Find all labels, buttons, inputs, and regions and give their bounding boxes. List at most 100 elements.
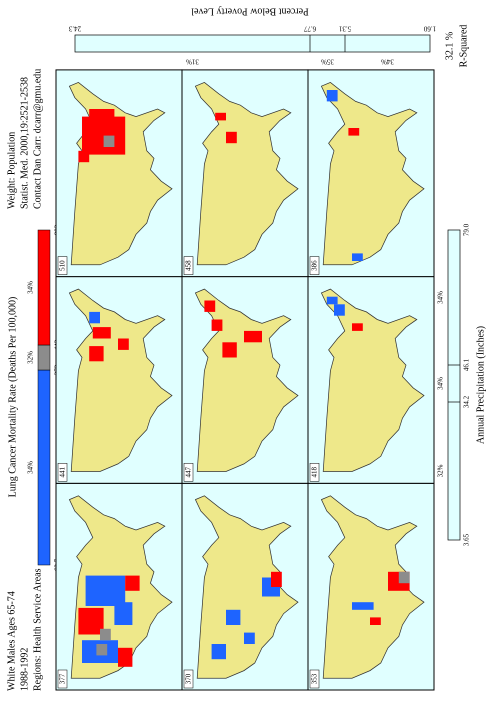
region-highlight xyxy=(96,643,108,656)
panel-number-box xyxy=(57,256,68,275)
region-highlight xyxy=(351,323,363,331)
region-highlight xyxy=(114,602,133,625)
us-outline xyxy=(320,495,425,679)
panel-number: 418 xyxy=(311,467,319,478)
map-panel: 458 xyxy=(181,69,309,278)
precip-break: 34.2 xyxy=(463,395,471,408)
r-squared-value: 32.1 % xyxy=(444,32,455,60)
region-highlight xyxy=(243,632,255,644)
precip-break: 46.1 xyxy=(463,358,471,371)
precip-percent: 34% xyxy=(437,377,445,390)
panel-number: 386 xyxy=(311,260,319,271)
us-map xyxy=(194,81,299,266)
region-highlight xyxy=(225,131,237,144)
panel-number: 377 xyxy=(59,673,67,684)
panel-number-box xyxy=(309,256,320,275)
map-panel: 353 xyxy=(307,482,435,691)
region-highlight xyxy=(270,571,282,587)
legend-percent: 32% xyxy=(27,351,35,364)
region-highlight xyxy=(222,342,237,358)
map-panel: 441 xyxy=(55,276,183,484)
region-highlight xyxy=(369,617,381,625)
region-highlight xyxy=(204,300,216,312)
panel-number: 441 xyxy=(59,467,67,478)
region-highlight xyxy=(211,319,223,331)
legend-percent: 34% xyxy=(27,281,35,294)
region-highlight xyxy=(78,607,104,635)
panel-number-box xyxy=(309,669,320,689)
header-right-line: Statist. Med. 2000,19:2521-2538 xyxy=(19,77,30,209)
precip-percent: 32% xyxy=(437,464,445,477)
precip-percent: 34% xyxy=(437,291,445,304)
region-highlight xyxy=(92,327,111,339)
us-map xyxy=(68,288,173,472)
poverty-bar xyxy=(74,34,431,53)
map-panel: 386 xyxy=(307,69,435,278)
region-highlight xyxy=(398,571,410,584)
legend-title: Lung Cancer Mortality Rate (Deaths Per 1… xyxy=(7,297,18,498)
precip-break: 79.0 xyxy=(463,223,471,236)
panel-number-box xyxy=(309,463,320,482)
panel-number-box xyxy=(57,463,68,482)
us-outline xyxy=(194,81,299,266)
panel-number-box xyxy=(183,463,194,482)
region-highlight xyxy=(215,112,226,121)
header-left-line: Regions: Health Service Areas xyxy=(32,568,43,691)
panel-number: 447 xyxy=(185,467,193,478)
panel-number-box xyxy=(57,669,68,689)
precip-title: Annual Precipitation (Inches) xyxy=(475,326,486,444)
region-highlight xyxy=(85,575,126,606)
region-highlight xyxy=(89,311,100,324)
us-map xyxy=(320,81,425,266)
us-map xyxy=(68,495,173,679)
us-map xyxy=(320,288,425,472)
us-outline xyxy=(194,495,299,679)
poverty-percent: 31% xyxy=(186,57,199,65)
region-highlight xyxy=(117,338,129,350)
r-squared-label: R-Squared xyxy=(458,25,469,68)
poverty-break: 6.77 xyxy=(303,24,316,32)
region-highlight xyxy=(326,296,338,305)
map-panel: 418 xyxy=(307,276,435,484)
us-map xyxy=(194,495,299,679)
map-panel: 447 xyxy=(181,276,309,484)
legend-segment xyxy=(37,229,51,346)
region-highlight xyxy=(103,135,115,147)
region-highlight xyxy=(351,602,374,610)
us-outline xyxy=(320,81,425,266)
panel-number-box xyxy=(183,256,194,275)
panel-number: 510 xyxy=(59,260,67,271)
panel-number: 370 xyxy=(185,673,193,684)
us-outline xyxy=(194,288,299,472)
panel-number: 458 xyxy=(185,260,193,271)
region-highlight xyxy=(125,575,140,591)
map-panel: 377 xyxy=(55,482,183,691)
region-highlight xyxy=(211,643,226,660)
region-highlight xyxy=(225,609,241,625)
region-highlight xyxy=(78,150,90,163)
panel-number: 353 xyxy=(311,673,319,684)
panel-number-box xyxy=(183,669,194,689)
poverty-break: 24.3 xyxy=(68,24,81,32)
poverty-title: Percent Below Poverty Level xyxy=(191,6,309,17)
poverty-percent: 35% xyxy=(321,57,334,65)
us-map xyxy=(68,81,173,266)
region-highlight xyxy=(348,127,360,136)
region-highlight xyxy=(99,628,111,641)
header-left-line: White Males Ages 65-74 xyxy=(6,591,17,691)
region-highlight xyxy=(351,253,363,262)
region-highlight xyxy=(89,346,104,362)
map-panel: 370 xyxy=(181,482,309,691)
legend-percent: 34% xyxy=(27,461,35,474)
region-highlight xyxy=(326,89,338,102)
us-map xyxy=(194,288,299,472)
region-highlight xyxy=(89,108,115,128)
poverty-break: 1.60 xyxy=(423,24,436,32)
region-highlight xyxy=(333,304,345,316)
header-left-line: 1988-1992 xyxy=(19,648,30,691)
header-right-line: Weight: Population xyxy=(6,132,17,209)
poverty-break: 5.31 xyxy=(338,24,351,32)
region-highlight xyxy=(117,647,133,667)
